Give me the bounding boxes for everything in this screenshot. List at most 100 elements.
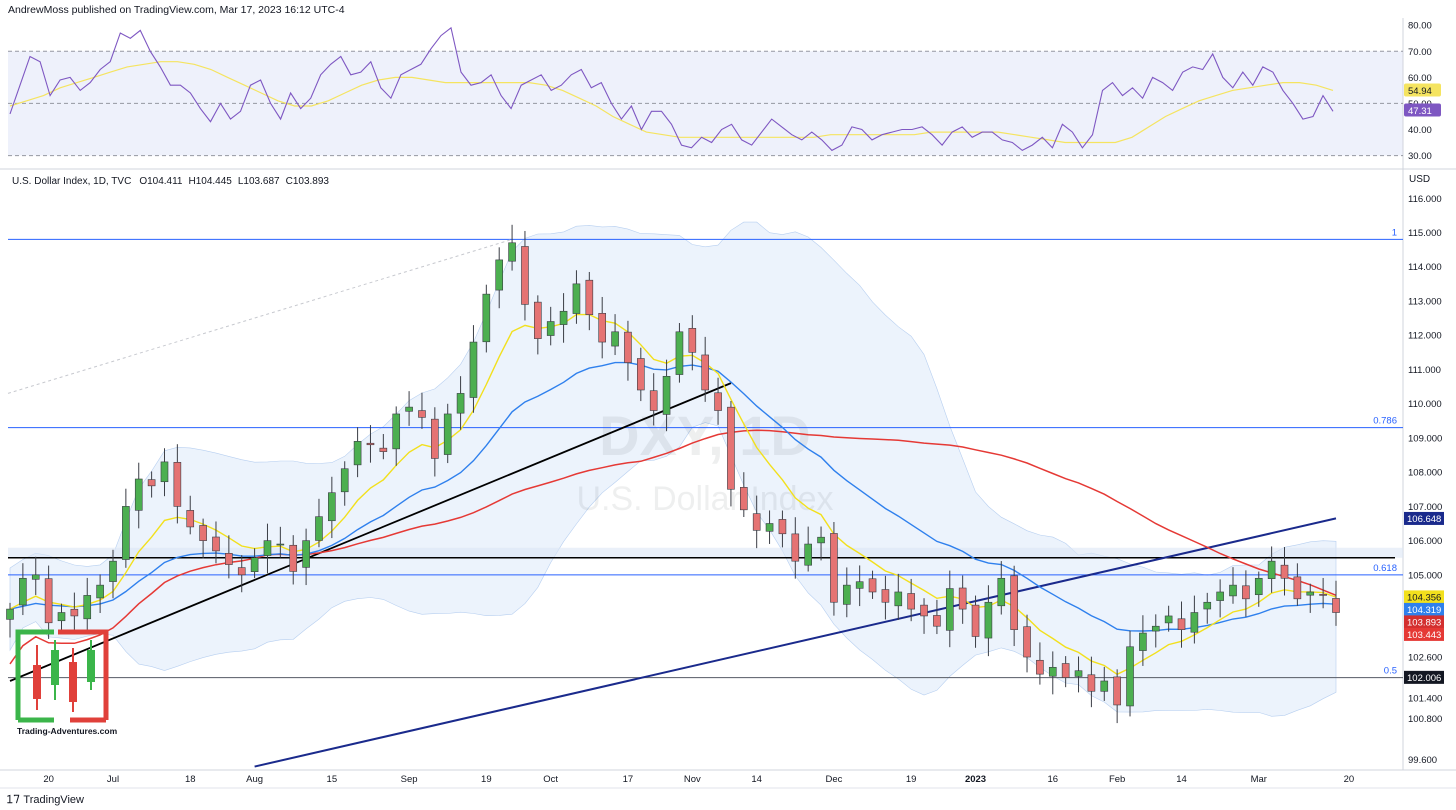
- candle-body: [482, 293, 491, 343]
- rsi-tick-label: 60.00: [1408, 73, 1432, 84]
- candle-body: [1293, 576, 1302, 600]
- candle-body: [212, 536, 220, 552]
- candle-body: [855, 581, 864, 589]
- currency-label: USD: [1409, 174, 1430, 185]
- candle-body: [714, 392, 722, 411]
- price-tick-label: 112.000: [1408, 331, 1442, 342]
- candle-body: [559, 310, 568, 325]
- rsi-layer: [8, 26, 1403, 157]
- watermark-symbol: DXY, 1D: [599, 404, 811, 467]
- candle-body: [534, 301, 542, 339]
- last-value-ema_mid: 104.319: [1407, 605, 1441, 616]
- price-tick-label: 110.000: [1408, 399, 1442, 410]
- rsi-ma-last-value-box: [1404, 83, 1441, 97]
- candle-body: [276, 543, 285, 546]
- candle-body: [19, 577, 27, 606]
- time-tick-label: 14: [1176, 774, 1187, 785]
- footer: 𝟷𝟽 TradingView: [6, 792, 84, 807]
- time-tick-label: Oct: [543, 774, 558, 785]
- candle-body: [418, 410, 426, 418]
- candle-body: [495, 259, 504, 291]
- candle-body: [933, 615, 941, 627]
- candle-body: [1074, 670, 1083, 677]
- last-value-sma_mid: 103.443: [1407, 630, 1441, 641]
- time-tick-label: Mar: [1251, 774, 1267, 785]
- candle-body: [1229, 584, 1237, 597]
- candle-body: [688, 328, 697, 353]
- candle-body: [997, 577, 1006, 607]
- candle-body: [366, 442, 375, 446]
- price-tick-label: 109.000: [1408, 433, 1442, 444]
- rsi-ma-last-value: 54.94: [1408, 86, 1432, 97]
- candle-body: [173, 462, 182, 507]
- rsi-last-value: 47.31: [1408, 106, 1432, 117]
- candle-body: [1164, 615, 1173, 624]
- trading-adventures-logo: Trading-Adventures.com: [15, 629, 118, 736]
- candle-body: [521, 246, 529, 305]
- footer-brand: TradingView: [23, 793, 84, 806]
- candle-body: [611, 331, 619, 347]
- time-tick-label: 17: [623, 774, 634, 785]
- candle-body: [199, 525, 207, 541]
- publisher-line: AndrewMoss published on TradingView.com,…: [8, 4, 345, 16]
- rsi-tick-label: 30.00: [1408, 151, 1432, 162]
- bollinger-band-layer: [9, 221, 1337, 717]
- time-tick-label: 18: [185, 774, 196, 785]
- candle-body: [727, 406, 735, 490]
- candle-body: [96, 584, 104, 599]
- candle-body: [109, 560, 117, 582]
- candle-body: [624, 331, 632, 363]
- candle-body: [147, 479, 156, 487]
- time-tick-label: Aug: [246, 774, 263, 785]
- price-tick-label: 101.400: [1408, 694, 1442, 705]
- candle-body: [1254, 577, 1263, 596]
- candle-body: [546, 321, 555, 336]
- last-value-close: 103.893: [1407, 617, 1441, 628]
- time-axis: 20 Jul 18 Aug 15 Sep 19 Oct 17 Nov 14 Dec 19 2023 16 Fe…: [43, 774, 1354, 785]
- candle-body: [649, 390, 658, 411]
- fib-level-label: 0.618: [1373, 563, 1397, 574]
- candle-body: [1061, 663, 1070, 678]
- candle-body: [328, 492, 336, 522]
- candle-body: [469, 341, 478, 398]
- rsi-tick-label: 40.00: [1408, 125, 1432, 136]
- candle-body: [984, 601, 993, 639]
- candle-body: [1023, 626, 1031, 658]
- price-axis: 116.000 115.000 114.000 113.000 112.000 111.0…: [1404, 194, 1444, 766]
- price-tick-label: 106.000: [1408, 536, 1442, 547]
- last-value-box-close: [1404, 615, 1444, 629]
- rsi-tick-label: 80.00: [1408, 21, 1432, 32]
- candle-body: [1087, 674, 1096, 692]
- candle-body: [315, 516, 323, 541]
- candle-body: [881, 589, 890, 603]
- candle-body: [70, 608, 79, 617]
- candle-body: [1280, 564, 1289, 579]
- candle-body: [1048, 666, 1057, 677]
- time-tick-label: 20: [1344, 774, 1355, 785]
- candle-body: [778, 519, 787, 535]
- rsi-line: [9, 26, 1334, 152]
- candle-body: [804, 543, 812, 566]
- price-tick-label: 113.000: [1408, 296, 1442, 307]
- price-tick-label: 114.000: [1408, 262, 1442, 273]
- candle-body: [739, 487, 748, 511]
- candle-body: [765, 523, 774, 532]
- rsi-ma-line: [9, 61, 1334, 144]
- candle-body: [1036, 659, 1044, 675]
- fib-diagonal: [7, 238, 513, 394]
- candle-body: [1190, 612, 1199, 633]
- candle-body: [791, 533, 800, 562]
- price-tick-label: 100.800: [1408, 714, 1442, 725]
- candle-body: [508, 242, 516, 262]
- price-tick-label: 99.600: [1408, 755, 1437, 766]
- candle-body: [830, 533, 838, 603]
- candle-body: [340, 468, 349, 493]
- last-value-box-ema_mid: [1404, 602, 1444, 616]
- candle-body: [392, 413, 401, 450]
- candle-body: [971, 604, 980, 637]
- candle-body: [1151, 625, 1160, 632]
- candle-body: [945, 588, 954, 631]
- candle-body: [237, 567, 246, 576]
- candle-body: [250, 557, 259, 572]
